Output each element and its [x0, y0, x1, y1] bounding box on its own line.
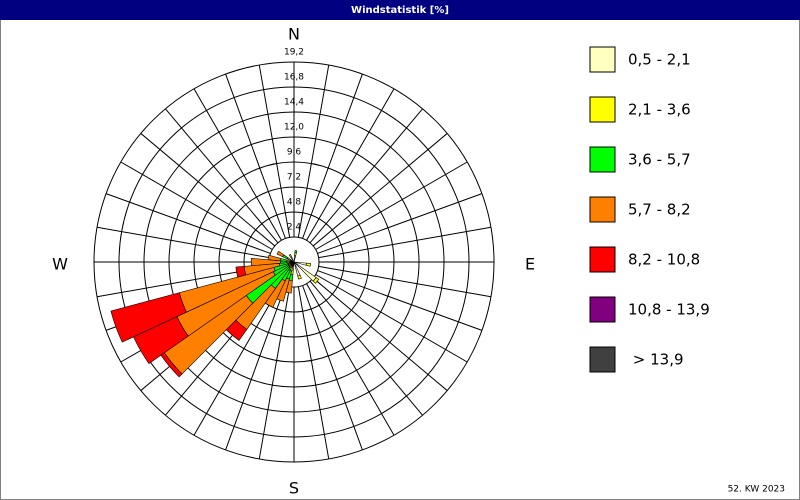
grid-spoke [309, 280, 423, 416]
r-tick-label: 4,8 [287, 198, 302, 208]
grid-spoke [302, 285, 363, 451]
grid-spoke [258, 286, 291, 460]
grid-spoke [317, 193, 483, 254]
grid-spoke [96, 226, 270, 259]
wedge [235, 266, 247, 278]
legend-label: 8,2 - 10,8 [628, 251, 700, 269]
r-tick-label: 12,0 [284, 123, 304, 133]
r-tick-label: 14,4 [284, 98, 304, 108]
grid-spoke [317, 270, 483, 331]
legend-swatch [589, 346, 616, 373]
r-tick-label: 7,2 [287, 173, 301, 183]
wedge [294, 250, 298, 254]
footer: 52. KW 2023 [728, 485, 785, 495]
wedge [110, 292, 187, 343]
legend-label: > 13,9 [628, 351, 684, 369]
legend: 0,5 - 2,1 2,1 - 3,6 3,6 - 5,7 5,7 - 8,2 8,2 … [589, 46, 710, 373]
grid-spoke [312, 133, 448, 247]
wedge [276, 250, 285, 258]
grid-spoke [120, 161, 273, 250]
legend-label: 3,6 - 5,7 [628, 151, 691, 169]
legend-swatch [589, 296, 616, 323]
grid-spoke [306, 283, 395, 436]
grid-spoke [297, 64, 330, 238]
grid-spoke [315, 274, 468, 363]
r-tick-label: 16,8 [284, 73, 304, 83]
grid-spoke [258, 64, 291, 238]
grid-spoke [302, 73, 363, 239]
legend-label: 0,5 - 2,1 [628, 51, 691, 69]
legend-swatch [589, 196, 616, 223]
grid-spoke [105, 193, 271, 254]
grid-spoke [140, 133, 276, 247]
grid-spoke [318, 226, 492, 259]
compass-north: N [288, 25, 300, 44]
grid-spoke [309, 108, 423, 244]
legend-label: 10,8 - 13,9 [628, 301, 710, 319]
grid-spoke [193, 88, 282, 241]
legend-label: 5,7 - 8,2 [628, 201, 691, 219]
wedge [297, 274, 302, 280]
compass-west: W [52, 255, 68, 274]
wedges [110, 250, 320, 378]
legend-label: 2,1 - 3,6 [628, 101, 691, 119]
chart-title: Windstatistik [%] [351, 5, 449, 16]
tick-labels: 2,4 4,8 7,2 9,6 12,0 14,4 16,8 19,2 [284, 48, 304, 233]
legend-swatch [589, 246, 616, 273]
title-bar [0, 0, 800, 20]
grid-spoke [315, 161, 468, 250]
wedge [250, 257, 281, 267]
compass-south: S [289, 479, 299, 498]
grid-spoke [297, 286, 330, 460]
wedge [312, 277, 320, 284]
legend-swatch [589, 96, 616, 123]
r-tick-label: 19,2 [284, 48, 304, 58]
wedge [267, 254, 282, 262]
grid-spoke [193, 283, 282, 436]
grid-spoke [225, 285, 286, 451]
r-tick-label: 2,4 [287, 223, 302, 233]
compass-east: E [525, 255, 535, 274]
legend-swatch [589, 46, 616, 73]
grid-spoke [165, 108, 279, 244]
grid-spoke [318, 265, 492, 298]
grid-spoke [306, 88, 395, 241]
wedge [288, 254, 293, 259]
legend-swatch [589, 146, 616, 173]
grid-spoke [225, 73, 286, 239]
r-tick-label: 9,6 [287, 148, 302, 158]
wedge [305, 262, 311, 267]
grid-spoke [312, 277, 448, 391]
